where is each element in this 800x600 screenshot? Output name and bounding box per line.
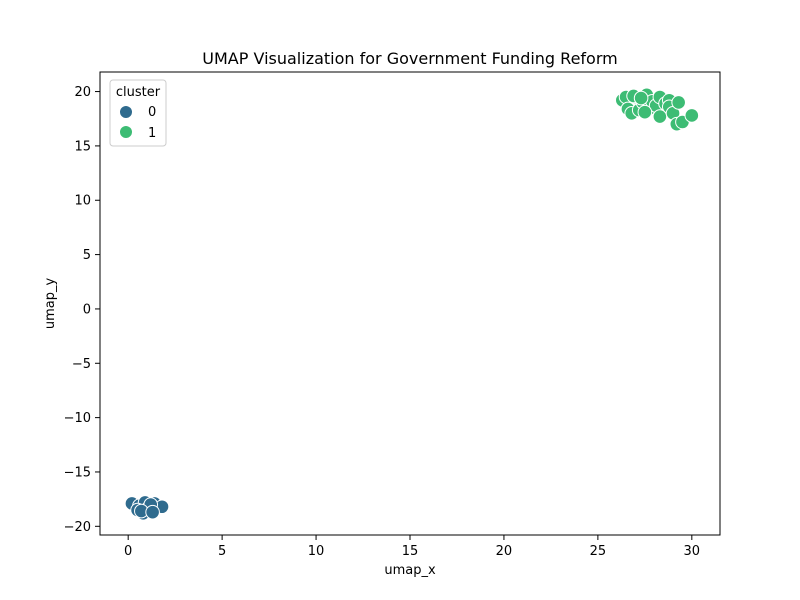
x-tick-label: 5 bbox=[218, 544, 226, 559]
x-tick-label: 20 bbox=[496, 544, 513, 559]
x-ticks: 0 5 10 15 20 25 30 bbox=[124, 535, 700, 559]
x-axis-title: umap_x bbox=[384, 563, 436, 578]
legend-label-1: 1 bbox=[148, 126, 156, 141]
x-tick-label: 10 bbox=[308, 544, 325, 559]
axes-layer bbox=[99, 71, 721, 536]
title-layer: UMAP Visualization for Government Fundin… bbox=[202, 49, 617, 68]
legend-marker-1 bbox=[119, 125, 133, 139]
y-tick-label: −20 bbox=[64, 520, 91, 535]
y-tick-label: −5 bbox=[72, 357, 91, 372]
points-layer bbox=[124, 87, 700, 521]
plot-frame bbox=[99, 71, 721, 536]
y-tick-label: 20 bbox=[74, 85, 91, 100]
scatter-point-cluster-1 bbox=[671, 95, 686, 110]
scatter-point-cluster-1 bbox=[633, 90, 649, 106]
y-tick-label: 10 bbox=[74, 194, 91, 209]
legend-title: cluster bbox=[116, 85, 161, 100]
x-tick-label: 25 bbox=[590, 544, 607, 559]
legend-label-0: 0 bbox=[148, 105, 156, 120]
y-tick-label: −15 bbox=[64, 465, 91, 480]
legend-marker-0 bbox=[119, 105, 133, 119]
x-tick-label: 15 bbox=[402, 544, 419, 559]
y-ticks: −20 −15 −10 −5 0 5 10 15 20 bbox=[64, 85, 100, 535]
y-tick-label: −10 bbox=[64, 411, 91, 426]
y-axis-title: umap_y bbox=[43, 278, 58, 330]
scatter-point-cluster-0 bbox=[145, 504, 160, 520]
y-tick-label: 0 bbox=[83, 302, 91, 317]
legend: cluster 0 1 bbox=[109, 79, 167, 147]
chart-title: UMAP Visualization for Government Fundin… bbox=[202, 49, 617, 68]
x-tick-label: 30 bbox=[684, 544, 701, 559]
x-tick-label: 0 bbox=[124, 544, 132, 559]
scatter-point-cluster-1 bbox=[684, 108, 700, 123]
y-tick-label: 15 bbox=[74, 139, 91, 154]
y-tick-label: 5 bbox=[83, 248, 91, 263]
scatter-point-cluster-1 bbox=[637, 104, 653, 120]
